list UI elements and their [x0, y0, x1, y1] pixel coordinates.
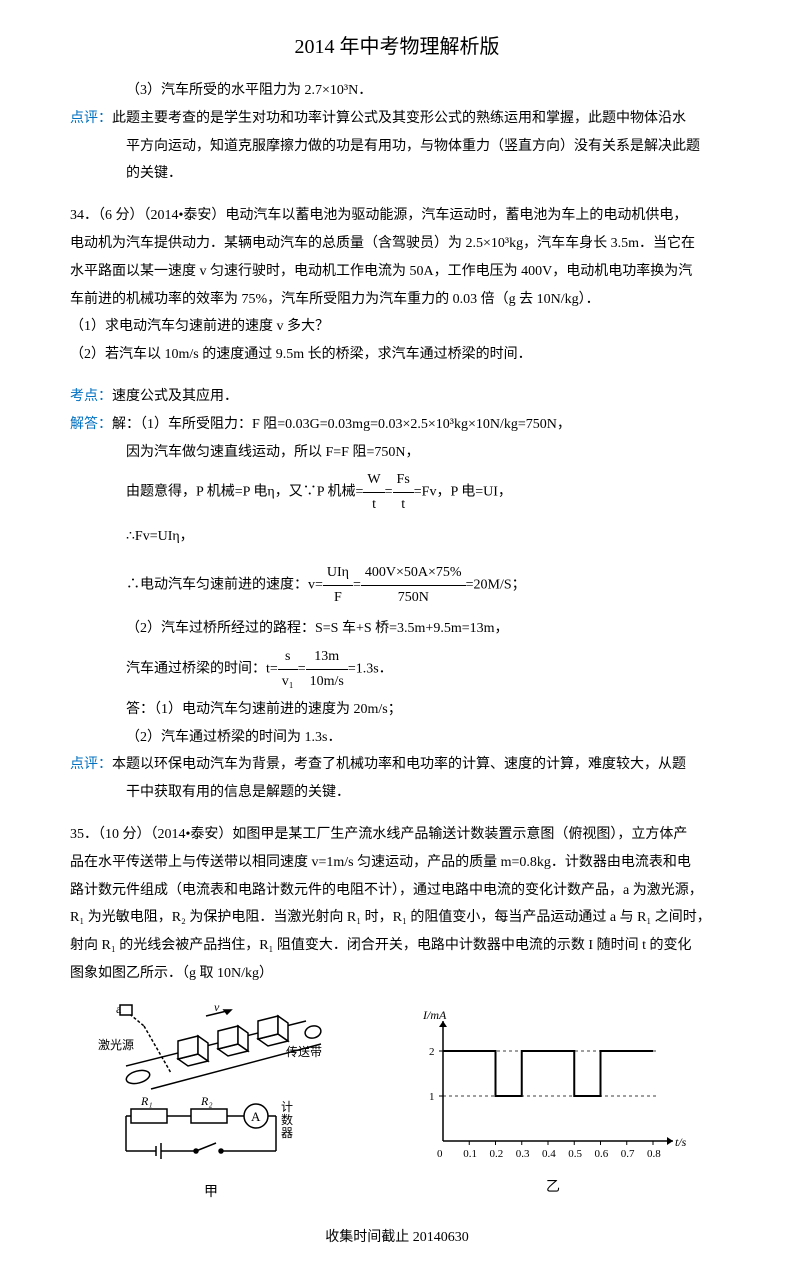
q35-line: 35．（10 分）（2014•泰安）如图甲是某工厂生产流水线产品输送计数装置示意… — [70, 823, 724, 847]
svg-text:0: 0 — [437, 1148, 443, 1160]
q34-line: 水平路面以某一速度 v 匀速行驶时，电动机工作电流为 50A，工作电压为 400… — [70, 260, 724, 284]
fraction: Fst — [393, 468, 414, 517]
concept-label: 考点： — [70, 389, 112, 404]
q35-line: R₁ 为光敏电阻，R₂ 为保护电阻．当激光射向 R₁ 时，R₁ 的阻值变小，每当… — [70, 906, 724, 930]
svg-text:A: A — [251, 1109, 261, 1124]
label-r1: R₁ — [140, 1094, 153, 1108]
frac-numerator: s — [278, 645, 298, 670]
page-footer: 收集时间截止 20140630 — [70, 1226, 724, 1246]
review-text: 的关键． — [70, 162, 724, 186]
svg-text:0.7: 0.7 — [621, 1148, 635, 1160]
fig-caption-right: 乙 — [408, 1176, 698, 1196]
answer-start: 解答：解：（1）车所受阻力：F 阻=0.03G=0.03mg=0.03×2.5×… — [70, 413, 724, 437]
equals: = — [298, 662, 306, 677]
frac-numerator: Fs — [393, 468, 414, 493]
ans-line: 因为汽车做匀速直线运动，所以 F=F 阻=750N， — [70, 441, 724, 465]
figures-container: a 激光源 v 传送带 — [70, 1001, 724, 1201]
q34-sub2: （2）若汽车以 10m/s 的速度通过 9.5m 长的桥梁，求汽车通过桥梁的时间… — [70, 343, 724, 367]
q34-line: 电动机为汽车提供动力．某辆电动汽车的总质量（含驾驶员）为 2.5×10³kg，汽… — [70, 232, 724, 256]
frac-denominator: t — [393, 493, 414, 517]
frac-numerator: UIη — [323, 561, 353, 586]
frac-denominator: 10m/s — [306, 670, 348, 694]
svg-text:0.5: 0.5 — [568, 1148, 582, 1160]
label-laser: 激光源 — [98, 1038, 134, 1052]
q34-line: 34．（6 分）（2014•泰安）电动汽车以蓄电池为驱动能源，汽车运动时，蓄电池… — [70, 204, 724, 228]
frac-denominator: 750N — [361, 586, 466, 610]
equals: = — [385, 485, 393, 500]
formula-text: =1.3s． — [348, 662, 393, 677]
figure-left-wrapper: a 激光源 v 传送带 — [96, 1001, 326, 1201]
review-label: 点评： — [70, 757, 112, 772]
concept-line: 考点：速度公式及其应用． — [70, 385, 724, 409]
q35-line: 图象如图乙所示．（g 取 10N/kg） — [70, 962, 724, 986]
svg-text:数: 数 — [281, 1112, 293, 1127]
ans-line: （2）汽车通过桥梁的时间为 1.3s． — [70, 726, 724, 750]
q35-line: 射向 R₁ 的光线会被产品挡住，R₁ 阻值变大．闭合开关，电路中计数器中电流的示… — [70, 934, 724, 958]
svg-text:I/mA: I/mA — [422, 1008, 447, 1022]
formula-text: 由题意得，P 机械=P 电η，又∵P 机械= — [126, 485, 363, 500]
svg-text:0.2: 0.2 — [490, 1148, 504, 1160]
fraction: UIηF — [323, 561, 353, 610]
fig-caption-left: 甲 — [96, 1181, 326, 1201]
review-line: 点评：本题以环保电动汽车为背景，考查了机械功率和电功率的计算、速度的计算，难度较… — [70, 753, 724, 777]
label-r2: R₂ — [200, 1094, 213, 1108]
svg-text:0.8: 0.8 — [647, 1148, 661, 1160]
frac-numerator: 13m — [306, 645, 348, 670]
equals: = — [353, 577, 361, 592]
label-belt: 传送带 — [286, 1044, 322, 1059]
formula-text: =Fv，P 电=UI， — [414, 485, 512, 500]
fraction: Wt — [363, 468, 384, 517]
svg-text:器: 器 — [281, 1126, 293, 1140]
answer-part3: （3）汽车所受的水平阻力为 2.7×10³N． — [70, 79, 724, 103]
q34-sub1: （1）求电动汽车匀速前进的速度 v 多大？ — [70, 315, 724, 339]
concept-text: 速度公式及其应用． — [112, 389, 238, 404]
formula-text: 汽车通过桥梁的时间：t= — [126, 662, 278, 677]
label-a: a — [116, 1002, 122, 1016]
svg-text:1: 1 — [429, 1091, 435, 1103]
fraction: sv₁ — [278, 645, 298, 694]
svg-text:0.4: 0.4 — [542, 1148, 556, 1160]
ans-line: ∴Fv=UIη， — [70, 525, 724, 549]
q35-line: 路计数元件组成（电流表和电路计数元件的电阻不计），通过电路中电流的变化计数产品，… — [70, 879, 724, 903]
review-line: 点评：此题主要考查的是学生对功和功率计算公式及其变形公式的熟练运用和掌握，此题中… — [70, 107, 724, 131]
review-text: 此题主要考查的是学生对功和功率计算公式及其变形公式的熟练运用和掌握，此题中物体沿… — [112, 111, 686, 126]
q34-line: 车前进的机械功率的效率为 75%，汽车所受阻力为汽车重力的 0.03 倍（g 去… — [70, 288, 724, 312]
review-text: 本题以环保电动汽车为背景，考查了机械功率和电功率的计算、速度的计算，难度较大，从… — [112, 757, 686, 772]
ans-line-formula: 汽车通过桥梁的时间：t=sv₁=13m10m/s=1.3s． — [70, 645, 724, 694]
q35-line: 品在水平传送带上与传送带以相同速度 v=1m/s 匀速运动，产品的质量 m=0.… — [70, 851, 724, 875]
ans-text: 解：（1）车所受阻力：F 阻=0.03G=0.03mg=0.03×2.5×10³… — [112, 417, 571, 432]
current-chart: I/mA t/s 0 0.1 0.2 0.3 0.4 0.5 0.6 0.7 0.8 1 2 — [408, 1006, 698, 1166]
ans-line-formula: 由题意得，P 机械=P 电η，又∵P 机械=Wt=Fst=Fv，P 电=UI， — [70, 468, 724, 517]
circuit-diagram: a 激光源 v 传送带 — [96, 1001, 326, 1171]
frac-numerator: W — [363, 468, 384, 493]
frac-numerator: 400V×50A×75% — [361, 561, 466, 586]
frac-denominator: v₁ — [278, 670, 298, 694]
svg-text:2: 2 — [429, 1046, 435, 1058]
page-header: 2014 年中考物理解析版 — [70, 30, 724, 59]
review-label: 点评： — [70, 111, 112, 126]
label-v: v — [214, 1001, 220, 1014]
fraction: 13m10m/s — [306, 645, 348, 694]
label-counter: 计 — [281, 1100, 293, 1114]
svg-text:t/s: t/s — [675, 1135, 687, 1149]
ans-line: 答：（1）电动汽车匀速前进的速度为 20m/s； — [70, 698, 724, 722]
formula-text: =20M/S； — [466, 577, 526, 592]
review-text: 干中获取有用的信息是解题的关键． — [70, 781, 724, 805]
fraction: 400V×50A×75%750N — [361, 561, 466, 610]
frac-denominator: F — [323, 586, 353, 610]
frac-denominator: t — [363, 493, 384, 517]
review-text: 平方向运动，知道克服摩擦力做的功是有用功，与物体重力（竖直方向）没有关系是解决此… — [70, 135, 724, 159]
svg-text:0.3: 0.3 — [516, 1148, 530, 1160]
ans-line-formula: ∴电动汽车匀速前进的速度：v=UIηF=400V×50A×75%750N=20M… — [70, 561, 724, 610]
ans-line: （2）汽车过桥所经过的路程：S=S 车+S 桥=3.5m+9.5m=13m， — [70, 617, 724, 641]
svg-text:0.1: 0.1 — [463, 1148, 477, 1160]
answer-label: 解答： — [70, 417, 112, 432]
formula-text: ∴电动汽车匀速前进的速度：v= — [126, 577, 323, 592]
figure-right-wrapper: I/mA t/s 0 0.1 0.2 0.3 0.4 0.5 0.6 0.7 0.8 1 2 乙 — [408, 1006, 698, 1196]
svg-text:0.6: 0.6 — [595, 1148, 609, 1160]
